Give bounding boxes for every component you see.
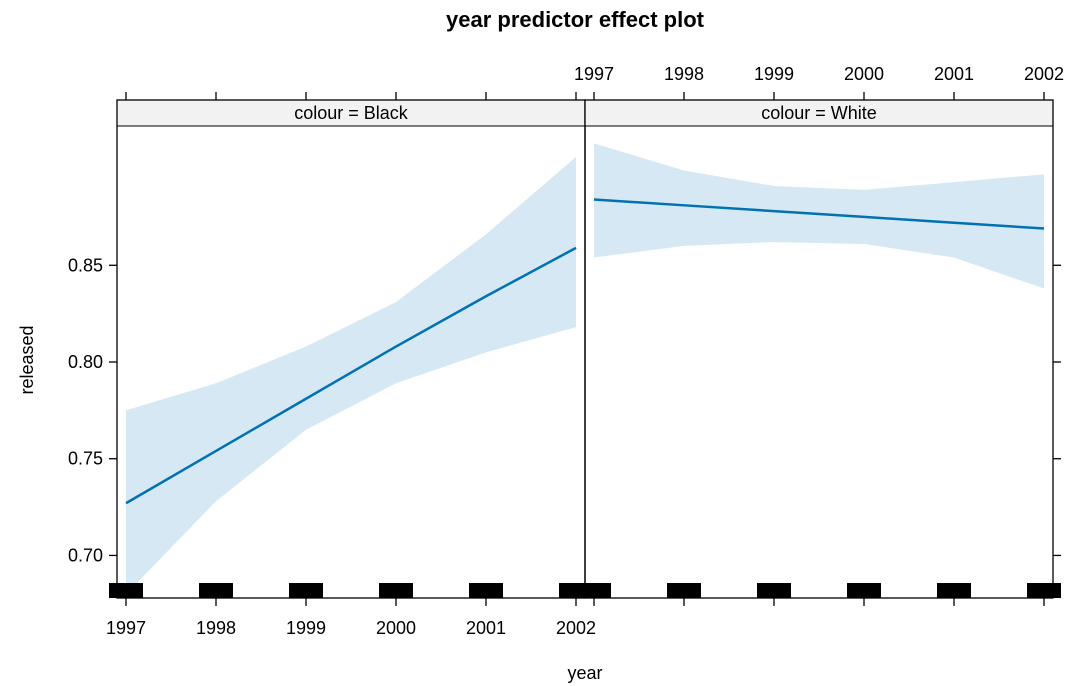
x-tick-label-top: 1998 (664, 64, 704, 84)
panel-border-2 (584, 99, 1054, 599)
rug-mark (109, 583, 143, 598)
x-tick-label: 2002 (556, 618, 596, 638)
x-tick-label-top: 2001 (934, 64, 974, 84)
x-tick-label: 1998 (196, 618, 236, 638)
x-tick-label: 1999 (286, 618, 326, 638)
panel-strip-label-1: colour = Black (294, 103, 409, 123)
y-tick-label: 0.75 (68, 449, 103, 469)
panel-strip-label-2: colour = White (761, 103, 877, 123)
chart-title: year predictor effect plot (446, 7, 705, 32)
rug-mark (1027, 583, 1061, 598)
x-tick-label-top: 1999 (754, 64, 794, 84)
x-tick-label-top: 2000 (844, 64, 884, 84)
fit-line-1 (125, 246, 577, 505)
confidence-band-1 (126, 156, 576, 595)
x-tick-label: 2000 (376, 618, 416, 638)
y-axis-label: released (17, 325, 37, 394)
y-tick-label: 0.80 (68, 352, 103, 372)
rug-mark (199, 583, 233, 598)
x-tick-label-top: 1997 (574, 64, 614, 84)
rug-mark (757, 583, 791, 598)
rug-mark (937, 583, 971, 598)
x-tick-label: 1997 (106, 618, 146, 638)
y-tick-label: 0.85 (68, 255, 103, 275)
confidence-band-2 (594, 143, 1044, 289)
x-tick-label-top: 2002 (1024, 64, 1064, 84)
rug-mark (469, 583, 503, 598)
x-axis-label: year (567, 663, 602, 683)
rug-mark (577, 583, 611, 598)
rug-mark (289, 583, 323, 598)
rug-mark (847, 583, 881, 598)
rug-mark (667, 583, 701, 598)
plot-area: colour = Black 1997 1998 1999 2000 2001 2002 co… (68, 64, 1064, 638)
panel-strip-1 (116, 99, 586, 127)
fit-line-2 (593, 198, 1045, 230)
y-tick-label: 0.70 (68, 545, 103, 565)
rug-mark (379, 583, 413, 598)
x-tick-label: 2001 (466, 618, 506, 638)
